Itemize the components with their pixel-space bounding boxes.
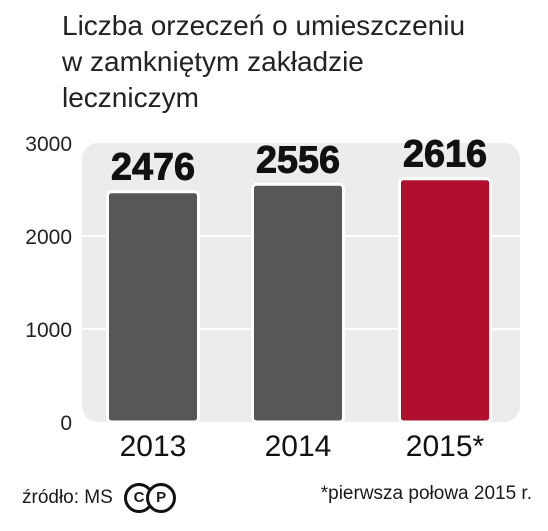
footnote: *pierwsza połowa 2015 r. <box>320 483 532 504</box>
x-tick-label: 2015* <box>406 430 485 463</box>
bar <box>106 190 200 424</box>
y-tick-label: 2000 <box>25 226 72 249</box>
source-text: źródło: MS <box>22 487 113 509</box>
y-tick-label: 3000 <box>25 133 72 156</box>
copyright-p-icon: P <box>146 483 177 513</box>
chart-title: Liczba orzeczeń o umieszczeniu w zamknię… <box>62 8 532 116</box>
data-label: 2616 <box>403 134 487 176</box>
y-tick-label: 0 <box>60 412 72 435</box>
y-tick-label: 1000 <box>25 319 72 342</box>
title-line-1: Liczba orzeczeń o umieszczeniu <box>62 10 466 41</box>
data-label: 2476 <box>111 147 195 189</box>
title-line-3: leczniczym <box>62 82 199 113</box>
title-line-2: w zamkniętym zakładzie <box>62 46 364 77</box>
x-tick-label: 2014 <box>265 430 332 463</box>
bar <box>398 177 492 424</box>
bar <box>251 182 345 424</box>
x-tick-label: 2013 <box>120 430 187 463</box>
data-label: 2556 <box>256 139 340 181</box>
